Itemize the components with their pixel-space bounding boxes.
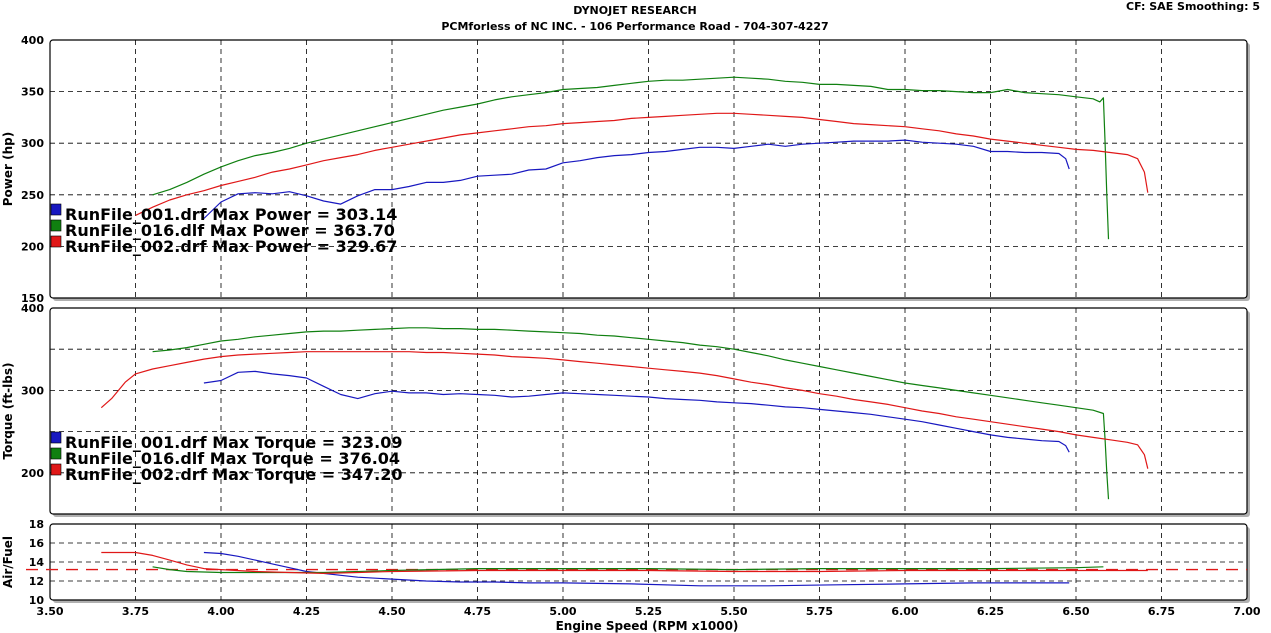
power-legend-swatch <box>50 219 62 232</box>
torque-series-runfile-002-drf <box>100 351 1149 469</box>
torque-y-tick-label: 200 <box>21 467 44 480</box>
power-y-tick-label: 150 <box>21 292 44 305</box>
correction-settings: CF: SAE Smoothing: 5 <box>1126 0 1260 13</box>
power-legend-entry: RunFile_002.drf Max Power = 329.67 <box>65 237 397 256</box>
x-axis-label: Engine Speed (RPM x1000) <box>556 619 739 633</box>
power-panel: 150 200 250 300 350 400 Power (hp) RunFile_001.… <box>1 34 1250 305</box>
torque-y-axis-label: Torque (ft-lbs) <box>1 363 15 460</box>
power-legend-entry: RunFile_016.dlf Max Power = 363.70 <box>65 221 395 240</box>
afr-y-tick-label: 10 <box>29 594 45 607</box>
afr-series-runfile-002-drf <box>101 551 1148 574</box>
x-tick-label: 6.75 <box>1148 605 1175 618</box>
power-legend-swatch <box>50 203 62 216</box>
power-y-tick-label: 200 <box>21 240 44 253</box>
afr-y-axis-label: Air/Fuel <box>1 536 15 588</box>
power-y-tick-label: 250 <box>21 189 44 202</box>
x-tick-label: 4.75 <box>464 605 491 618</box>
x-tick-label: 3.50 <box>36 605 63 618</box>
power-legend-entry: RunFile_001.drf Max Power = 303.14 <box>65 205 397 224</box>
afr-series-runfile-001-drf <box>203 551 1070 587</box>
power-y-axis-label: Power (hp) <box>1 132 15 206</box>
afr-y-tick-label: 14 <box>29 556 45 569</box>
chart-subtitle: PCMforless of NC INC. - 106 Performance … <box>441 20 828 33</box>
torque-series-runfile-016-dlf <box>152 327 1110 500</box>
afr-y-tick-label: 18 <box>29 518 44 531</box>
x-tick-label: 6.25 <box>977 605 1004 618</box>
torque-legend-swatch <box>50 463 62 476</box>
afr-y-tick-label: 12 <box>29 575 44 588</box>
x-tick-label: 4.25 <box>293 605 320 618</box>
power-y-tick-label: 400 <box>21 34 44 47</box>
torque-panel: 200 300 400 Torque (ft-lbs) RunFile_001.drf … <box>1 302 1250 517</box>
torque-y-tick-label: 300 <box>21 384 44 397</box>
torque-legend-swatch <box>50 431 62 444</box>
chart-title: DYNOJET RESEARCH <box>573 4 696 17</box>
x-tick-label: 4.50 <box>378 605 405 618</box>
x-tick-label: 6.50 <box>1062 605 1089 618</box>
torque-legend-entry: RunFile_001.drf Max Torque = 323.09 <box>65 433 402 452</box>
x-tick-label: 5.50 <box>720 605 747 618</box>
x-axis: 3.50 3.75 4.00 4.25 4.50 4.75 5.00 5.25 5.50 5.75… <box>36 605 1260 618</box>
torque-legend-entry: RunFile_002.drf Max Torque = 347.20 <box>65 465 402 484</box>
afr-y-tick-label: 16 <box>29 537 45 550</box>
afr-series-runfile-016-dlf <box>152 566 1104 574</box>
x-tick-label: 5.25 <box>635 605 662 618</box>
power-y-tick-label: 350 <box>21 86 44 99</box>
power-legend-swatch <box>50 235 62 248</box>
torque-legend-swatch <box>50 447 62 460</box>
power-y-tick-label: 300 <box>21 137 44 150</box>
torque-y-tick-label: 400 <box>21 302 44 315</box>
x-tick-label: 6.00 <box>891 605 918 618</box>
power-series-runfile-002-drf <box>135 112 1149 216</box>
torque-series-runfile-001-drf <box>203 370 1070 453</box>
air-fuel-panel: 10 12 14 16 18 Air/Fuel <box>1 518 1250 607</box>
x-tick-label: 5.75 <box>806 605 833 618</box>
x-tick-label: 5.00 <box>549 605 576 618</box>
x-tick-label: 7.00 <box>1233 605 1260 618</box>
x-tick-label: 3.75 <box>122 605 149 618</box>
power-series-runfile-016-dlf <box>152 76 1110 240</box>
torque-legend-entry: RunFile_016.dlf Max Torque = 376.04 <box>65 449 400 468</box>
power-series-runfile-001-drf <box>203 139 1070 219</box>
x-tick-label: 4.00 <box>207 605 234 618</box>
